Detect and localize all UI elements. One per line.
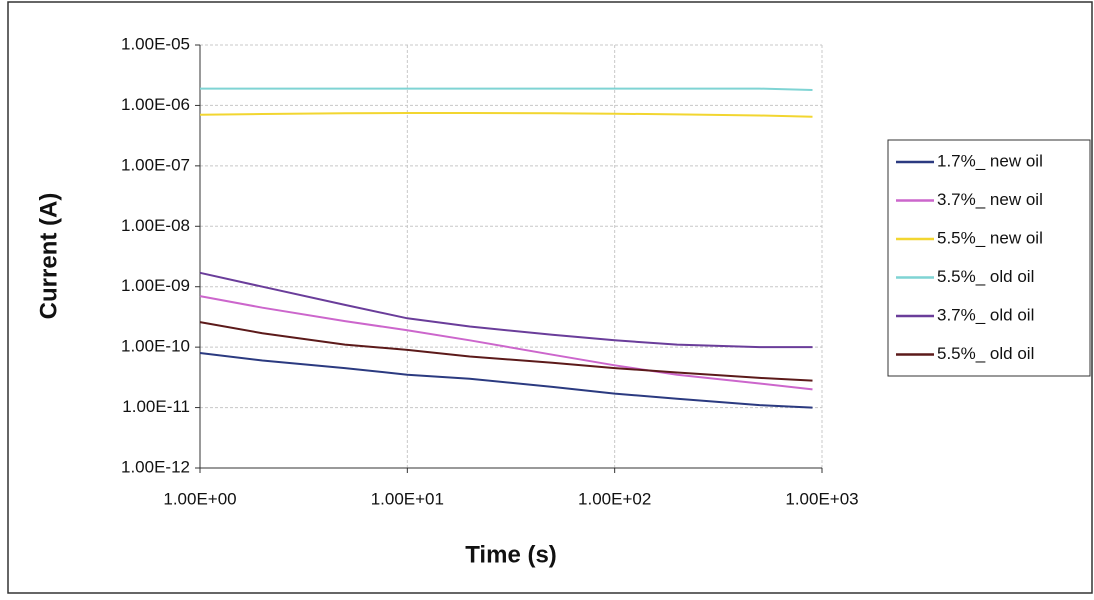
legend-box [887, 139, 1091, 377]
y-tick-label: 1.00E-10 [121, 337, 190, 356]
y-tick-label: 1.00E-06 [121, 95, 190, 114]
series-line [199, 271, 813, 349]
y-tick-label: 1.00E-05 [121, 34, 190, 53]
legend-label: 3.7%_ old oil [937, 305, 1034, 324]
legend-label: 5.5%_ new oil [937, 228, 1043, 247]
y-axis-title: Current (A) [35, 193, 62, 320]
legend-label: 3.7%_ new oil [937, 190, 1043, 209]
series-line [199, 321, 813, 382]
x-tick-label: 1.00E+00 [163, 489, 236, 508]
legend-label: 1.7%_ new oil [937, 151, 1043, 170]
series-line [199, 112, 813, 118]
y-tick-label: 1.00E-07 [121, 155, 190, 174]
y-tick-label: 1.00E-09 [121, 276, 190, 295]
x-axis-title: Time (s) [465, 541, 557, 568]
x-tick-label: 1.00E+02 [578, 489, 651, 508]
series-line [199, 352, 813, 409]
legend-label: 5.5%_ old oil [937, 267, 1034, 286]
x-tick-label: 1.00E+01 [371, 489, 444, 508]
x-tick-label: 1.00E+03 [785, 489, 858, 508]
y-tick-label: 1.00E-08 [121, 216, 190, 235]
series-line [200, 87, 813, 91]
y-tick-label: 1.00E-11 [122, 397, 190, 416]
y-tick-label: 1.00E-12 [121, 457, 190, 476]
legend-label: 5.5%_ old oil [937, 344, 1034, 363]
series-line [199, 295, 813, 391]
